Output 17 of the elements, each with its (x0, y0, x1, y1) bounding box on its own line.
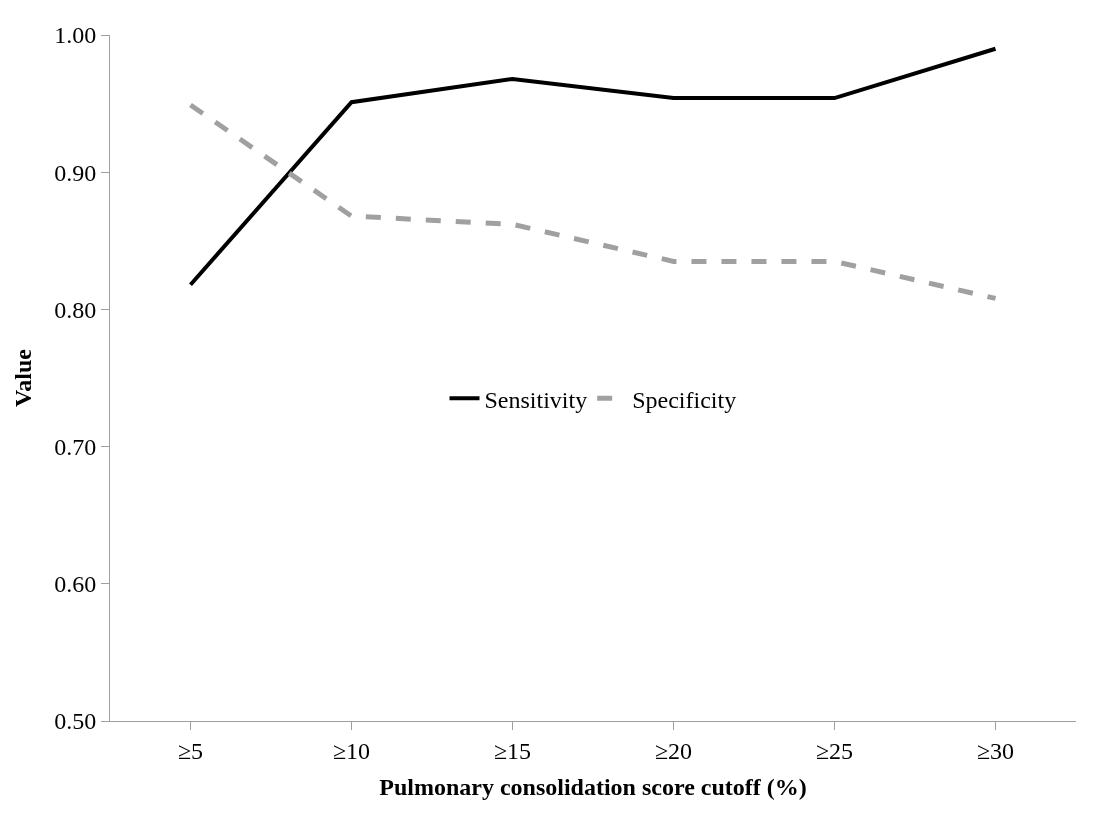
x-tick-label: ≥5 (177, 737, 204, 764)
y-tick-label: 0.50 (54, 708, 97, 735)
x-axis-title: Pulmonary consolidation score cutoff (%) (379, 774, 807, 801)
y-tick-label: 1.00 (54, 22, 97, 49)
x-tick-label: ≥25 (815, 737, 854, 764)
y-tick-label: 0.80 (54, 296, 97, 323)
line-series (188, 46, 998, 287)
legend-label: Specificity (632, 386, 737, 413)
y-tick-label: 0.70 (54, 434, 97, 460)
y-tick-label: 0.60 (54, 571, 97, 598)
y-axis-title: Value (10, 348, 37, 407)
x-tick-label: ≥20 (654, 737, 693, 764)
y-tick-label: 0.90 (54, 159, 97, 186)
legend-label: Sensitivity (484, 386, 588, 413)
x-tick-label: ≥10 (332, 737, 371, 764)
x-tick-label: ≥15 (493, 737, 532, 764)
x-tick-label: ≥30 (976, 737, 1015, 764)
